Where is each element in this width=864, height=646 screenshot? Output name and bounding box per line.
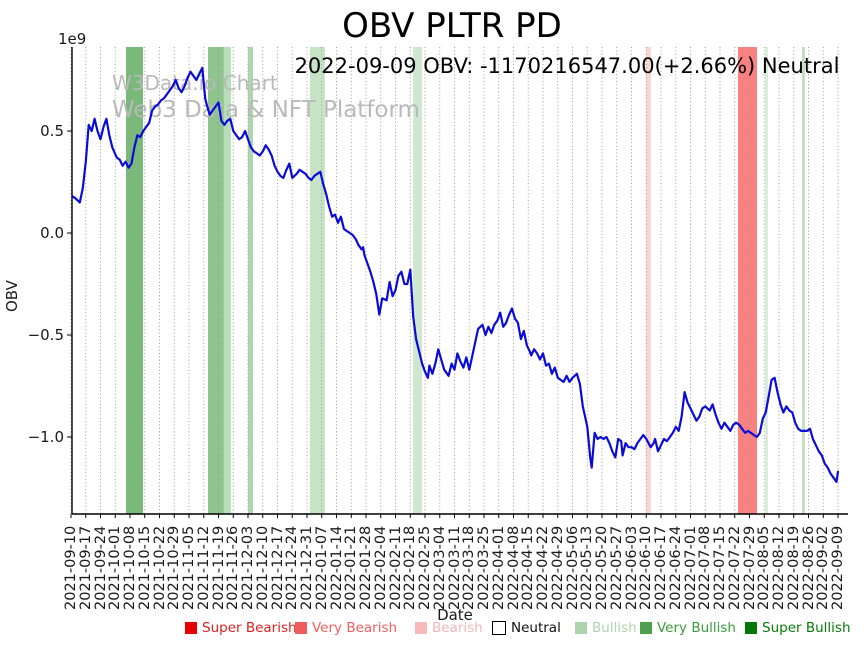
x-tick-label: 2022-05-27 xyxy=(608,525,625,610)
x-tick-label: 2022-06-03 xyxy=(623,525,640,610)
x-tick-label: 2021-10-22 xyxy=(151,525,168,610)
x-tick-label: 2022-08-26 xyxy=(800,525,817,610)
x-tick-label: 2022-04-15 xyxy=(520,525,537,610)
very-bearish-swatch xyxy=(295,622,307,634)
bearish-swatch xyxy=(415,622,427,634)
y-tick-label: −1.0 xyxy=(27,428,64,446)
x-tick-label: 2021-10-29 xyxy=(166,525,183,610)
x-tick-label: 2021-12-24 xyxy=(284,525,301,610)
x-tick-label: 2022-06-10 xyxy=(638,525,655,610)
x-tick-label: 2021-09-24 xyxy=(92,525,109,610)
x-tick-label: 2022-05-06 xyxy=(564,525,581,610)
obv-line-series xyxy=(71,66,840,483)
x-tick-label: 2022-01-14 xyxy=(328,525,345,610)
x-tick-label: 2022-02-11 xyxy=(387,525,404,610)
signal-band-bullish xyxy=(765,47,768,514)
x-tick-label: 2022-04-22 xyxy=(535,525,551,610)
x-tick-label: 2021-12-31 xyxy=(299,525,315,610)
x-tick-label: 2022-09-02 xyxy=(815,525,832,610)
x-tick-label: 2021-09-10 xyxy=(63,525,79,610)
very-bullish-swatch xyxy=(640,622,652,634)
neutral-swatch xyxy=(492,621,506,635)
x-tick-label: 2022-01-21 xyxy=(343,525,360,610)
signal-band-bullish xyxy=(248,47,253,514)
x-tick-label: 2021-10-01 xyxy=(107,525,124,610)
x-tick-label: 2021-09-17 xyxy=(77,525,94,610)
chart-subtitle-latest-value: 2022-09-09 OBV: -1170216547.00(+2.66%) N… xyxy=(294,54,840,78)
plot-background-layer xyxy=(67,47,848,518)
x-tick-label: 2022-03-04 xyxy=(431,525,448,610)
x-tick-label: 2022-05-20 xyxy=(594,525,610,610)
plot-line-layer xyxy=(71,66,840,483)
x-tick-label: 2022-09-09 xyxy=(830,525,846,610)
x-tick-label: 2022-07-08 xyxy=(697,525,714,610)
x-tick-label: 2021-12-10 xyxy=(254,525,271,610)
signal-band-very-bearish xyxy=(738,47,757,514)
x-tick-label: 2021-10-08 xyxy=(122,525,138,610)
x-tick-label: 2021-11-12 xyxy=(195,525,212,610)
x-tick-label: 2021-11-19 xyxy=(210,525,227,610)
signal-band-bearish xyxy=(646,47,651,514)
watermark-line1: W3Data.io Chart xyxy=(112,71,278,95)
page-title: OBV PLTR PD xyxy=(342,6,562,46)
x-tick-label: 2022-04-29 xyxy=(549,525,566,610)
x-tick-label: 2022-02-25 xyxy=(417,525,433,610)
super-bullish-swatch xyxy=(745,622,757,634)
x-tick-label: 2022-03-11 xyxy=(446,525,463,610)
x-tick-label: 2022-06-17 xyxy=(653,525,669,610)
x-tick-label: 2021-11-05 xyxy=(181,525,197,610)
y-tick-label: 0.0 xyxy=(40,224,64,242)
x-tick-label: 2021-10-15 xyxy=(136,525,153,610)
x-tick-label: 2022-08-19 xyxy=(785,525,802,610)
legend-item-neutral: Neutral xyxy=(492,620,561,636)
legend-item-bullish: Bullish xyxy=(575,620,637,636)
y-axis-offset-label: 1e9 xyxy=(58,30,87,48)
legend-item-super-bullish: Super Bullish xyxy=(745,620,851,636)
signal-band-very-bullish xyxy=(208,47,224,514)
x-tick-label: 2022-04-01 xyxy=(490,525,507,610)
x-tick-label: 2022-02-18 xyxy=(402,525,419,610)
legend-item-bearish: Bearish xyxy=(415,620,483,636)
x-axis-title: Date xyxy=(437,606,473,624)
x-tick-label: 2022-08-12 xyxy=(771,525,787,610)
signal-band-bullish xyxy=(309,47,325,514)
x-tick-label: 2022-06-24 xyxy=(667,525,684,610)
y-tick-label: −0.5 xyxy=(27,326,64,344)
x-tick-label: 2022-07-15 xyxy=(712,525,728,610)
signal-band-bullish xyxy=(413,47,423,514)
x-tick-label: 2022-01-28 xyxy=(358,525,374,610)
x-tick-label: 2021-12-17 xyxy=(269,525,286,610)
bullish-swatch xyxy=(575,622,587,634)
x-tick-label: 2022-03-18 xyxy=(461,525,478,610)
legend-item-very-bullish: Very Bullish xyxy=(640,620,736,636)
x-tick-label: 2022-05-13 xyxy=(579,525,596,610)
x-tick-label: 2022-08-05 xyxy=(756,525,773,610)
watermark-line2: Web3 Data & NFT Platform xyxy=(112,97,420,123)
legend-item-very-bearish: Very Bearish xyxy=(295,620,397,636)
legend-item-super-bearish: Super Bearish xyxy=(185,620,297,636)
x-tick-label: 2021-12-03 xyxy=(240,525,256,610)
x-tick-label: 2022-02-04 xyxy=(372,525,389,610)
y-tick-label: 0.5 xyxy=(40,122,64,140)
x-tick-label: 2022-07-22 xyxy=(726,525,743,610)
x-tick-label: 2022-04-08 xyxy=(505,525,522,610)
x-tick-label: 2022-01-07 xyxy=(313,525,330,610)
x-tick-label: 2021-11-26 xyxy=(225,525,242,610)
signal-band-bullish xyxy=(802,47,805,514)
signal-band-bullish xyxy=(224,47,232,514)
x-tick-label: 2022-07-01 xyxy=(682,525,699,610)
x-tick-label: 2022-07-29 xyxy=(741,525,758,610)
x-tick-label: 2022-03-25 xyxy=(476,525,492,610)
super-bearish-swatch xyxy=(185,622,197,634)
